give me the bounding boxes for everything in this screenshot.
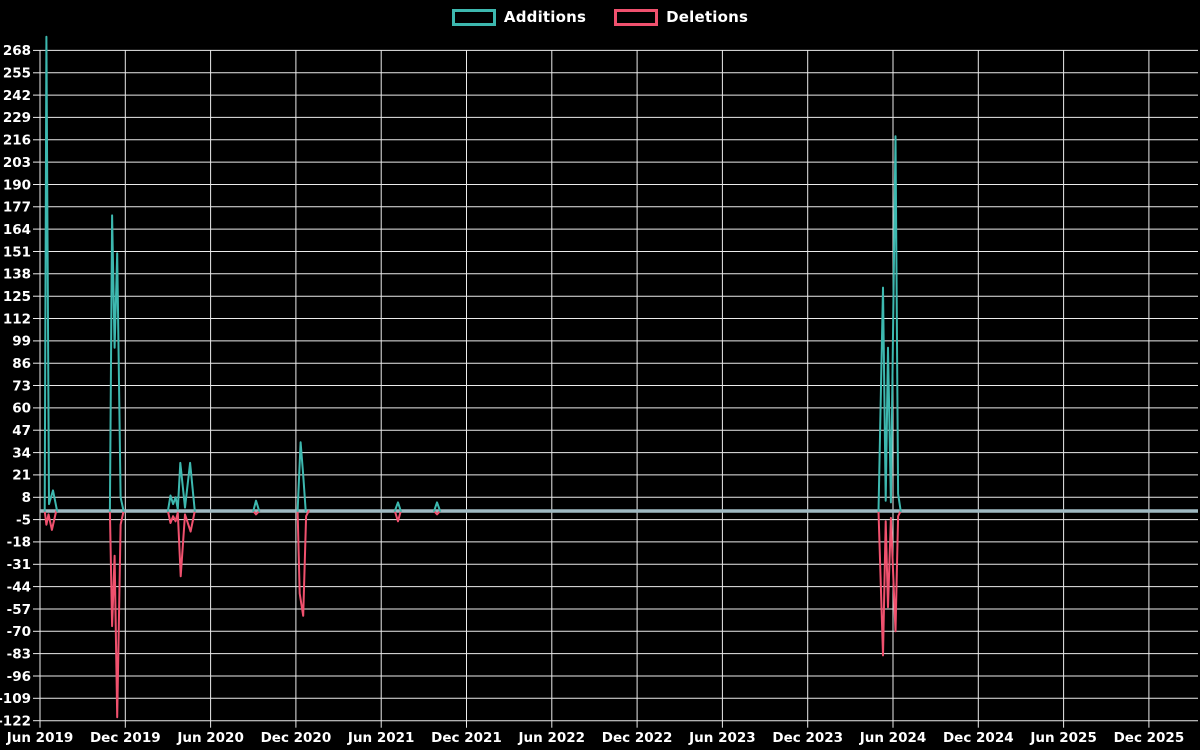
x-tick-label: Jun 2023 xyxy=(688,730,756,746)
legend-item-deletions[interactable]: Deletions xyxy=(614,8,748,26)
x-tick-label: Dec 2021 xyxy=(431,730,502,746)
y-tick-label: 203 xyxy=(3,155,31,171)
x-tick-label: Dec 2019 xyxy=(90,730,161,746)
x-tick-label: Jun 2020 xyxy=(176,730,244,746)
y-tick-label: 164 xyxy=(3,222,31,238)
x-tick-label: Dec 2022 xyxy=(602,730,673,746)
y-tick-label: 268 xyxy=(3,43,31,59)
y-tick-label: 242 xyxy=(3,88,31,104)
y-tick-label: 112 xyxy=(3,311,31,327)
y-tick-label: 21 xyxy=(12,468,31,484)
x-tick-label: Dec 2025 xyxy=(1114,730,1185,746)
y-tick-label: 229 xyxy=(3,110,31,126)
deletions-line[interactable] xyxy=(43,510,902,719)
y-tick-label: 177 xyxy=(3,200,31,216)
y-tick-label: 99 xyxy=(12,334,31,350)
y-tick-label: -5 xyxy=(16,512,31,528)
y-tick-label: 216 xyxy=(3,133,31,149)
y-tick-label: 34 xyxy=(12,445,31,461)
y-tick-label: -96 xyxy=(7,669,31,685)
y-tick-label: -83 xyxy=(7,646,31,662)
y-tick-label: -18 xyxy=(7,535,31,551)
legend-item-additions[interactable]: Additions xyxy=(451,8,587,26)
x-tick-label: Dec 2023 xyxy=(772,730,843,746)
y-tick-label: 190 xyxy=(3,177,31,193)
y-tick-label: 86 xyxy=(12,356,31,372)
x-tick-label: Dec 2020 xyxy=(261,730,332,746)
y-tick-label: 125 xyxy=(3,289,31,305)
y-tick-label: -122 xyxy=(0,713,31,729)
y-tick-label: -31 xyxy=(7,557,31,573)
deletions-legend-label: Deletions xyxy=(666,8,749,26)
additions-legend-label: Additions xyxy=(503,8,587,26)
x-tick-label: Jun 2022 xyxy=(518,730,586,746)
x-tick-label: Dec 2024 xyxy=(943,730,1014,746)
x-tick-label: Jun 2019 xyxy=(6,730,74,746)
y-tick-label: -44 xyxy=(7,579,31,595)
x-tick-label: Jun 2021 xyxy=(347,730,415,746)
y-tick-label: -70 xyxy=(7,624,31,640)
y-tick-label: 255 xyxy=(3,66,31,82)
y-tick-label: -57 xyxy=(7,602,31,618)
y-tick-label: 73 xyxy=(12,378,31,394)
deletions-swatch-icon xyxy=(614,8,659,26)
x-tick-label: Jun 2025 xyxy=(1029,730,1097,746)
y-tick-label: 47 xyxy=(12,423,31,439)
grid-lines xyxy=(33,49,1198,728)
y-tick-label: 60 xyxy=(12,401,31,417)
y-tick-label: 151 xyxy=(3,244,31,260)
additions-line[interactable] xyxy=(43,35,902,512)
additions-swatch-icon xyxy=(451,8,496,26)
y-tick-label: -109 xyxy=(0,691,31,707)
x-tick-label: Jun 2024 xyxy=(859,730,927,746)
chart-legend: Additions Deletions xyxy=(0,8,1200,26)
y-tick-label: 138 xyxy=(3,267,31,283)
y-tick-label: 8 xyxy=(22,490,31,506)
